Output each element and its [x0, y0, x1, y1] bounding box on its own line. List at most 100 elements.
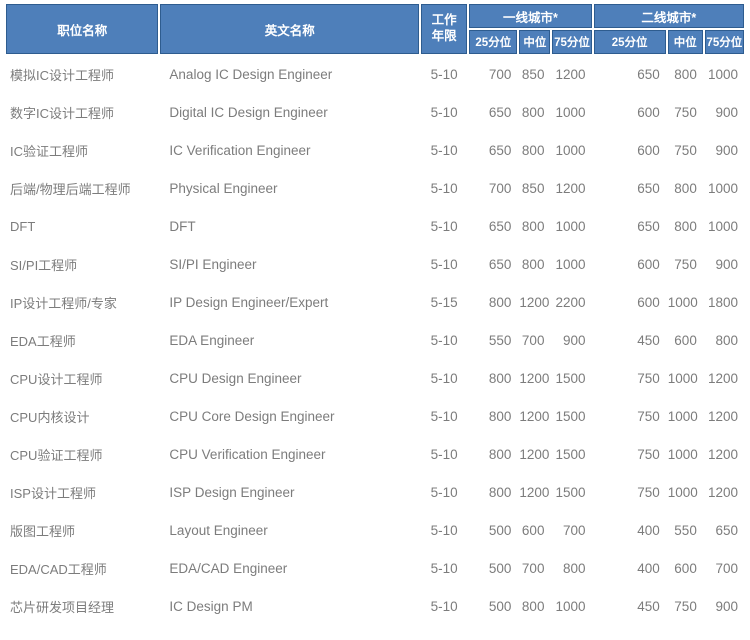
cell-work-years: 5-10 [430, 332, 458, 348]
table-row: EDA工程师 EDA Engineer 5-10 550 700 900 450… [6, 322, 744, 358]
cell-tier1-p25: 500 [488, 522, 512, 538]
table-body: 模拟IC设计工程师 Analog IC Design Engineer 5-10… [6, 56, 744, 624]
cell-tier1-p25: 500 [488, 560, 512, 576]
cell-tier2-p75: 1200 [707, 446, 738, 462]
cell-tier2-median: 600 [674, 332, 697, 348]
cell-tier1-p25: 800 [488, 408, 512, 424]
cell-position-name: EDA/CAD工程师 [10, 561, 107, 577]
cell-english-name: IP Design Engineer/Expert [169, 294, 329, 310]
cell-position-name: ISP设计工程师 [10, 485, 96, 501]
cell-english-name: CPU Verification Engineer [169, 446, 326, 462]
cell-tier1-p75: 700 [563, 522, 586, 538]
cell-work-years: 5-10 [430, 598, 458, 614]
cell-tier2-p25: 450 [637, 598, 660, 614]
cell-work-years: 5-10 [430, 104, 458, 120]
cell-position-name: 模拟IC设计工程师 [10, 67, 115, 83]
cell-english-name: IC Verification Engineer [169, 142, 311, 158]
header-tier1-p75: 75分位 [552, 30, 592, 54]
cell-tier2-p75: 650 [715, 522, 738, 538]
cell-tier2-median: 1000 [667, 484, 698, 500]
cell-work-years: 5-10 [430, 560, 458, 576]
cell-tier2-p25: 650 [637, 180, 660, 196]
cell-tier1-median: 800 [521, 218, 545, 234]
header-tier2-median: 中位 [667, 30, 703, 54]
cell-position-name: EDA工程师 [10, 333, 76, 349]
cell-tier1-p25: 800 [488, 484, 512, 500]
cell-tier1-p25: 650 [488, 218, 512, 234]
table-row: 芯片研发项目经理 IC Design PM 5-10 500 800 1000 … [6, 588, 744, 624]
cell-work-years: 5-10 [430, 484, 458, 500]
cell-position-name: CPU设计工程师 [10, 371, 103, 387]
cell-position-name: IP设计工程师/专家 [10, 295, 117, 311]
cell-tier1-p75: 1500 [555, 446, 586, 462]
cell-english-name: CPU Design Engineer [169, 370, 302, 386]
table-row: 数字IC设计工程师 Digital IC Design Engineer 5-1… [6, 94, 744, 130]
cell-tier1-median: 1200 [519, 294, 550, 310]
cell-english-name: SI/PI Engineer [169, 256, 257, 272]
cell-tier1-p75: 1000 [555, 256, 586, 272]
header-tier2-p25: 25分位 [593, 30, 666, 54]
cell-tier2-median: 750 [674, 256, 697, 272]
cell-tier1-p25: 800 [488, 446, 512, 462]
salary-table: 职位名称 英文名称 工作 年限 一线城市* 二线城市* 25分位 中位 75分位… [4, 2, 746, 626]
cell-position-name: SI/PI工程师 [10, 257, 78, 273]
cell-tier2-p25: 750 [637, 408, 660, 424]
cell-work-years: 5-10 [430, 66, 458, 82]
cell-position-name: 后端/物理后端工程师 [10, 181, 131, 197]
cell-tier1-p25: 800 [488, 370, 512, 386]
table-row: 版图工程师 Layout Engineer 5-10 500 600 700 4… [6, 512, 744, 548]
table-row: IC验证工程师 IC Verification Engineer 5-10 65… [6, 132, 744, 168]
cell-tier1-median: 800 [521, 598, 545, 614]
cell-work-years: 5-15 [430, 294, 458, 310]
header-english-name: 英文名称 [160, 4, 420, 54]
cell-tier2-p25: 600 [637, 294, 660, 310]
cell-tier1-p75: 1000 [555, 142, 586, 158]
cell-tier1-p25: 650 [488, 256, 512, 272]
cell-tier1-median: 850 [521, 180, 545, 196]
cell-work-years: 5-10 [430, 142, 458, 158]
cell-english-name: Layout Engineer [169, 522, 268, 538]
table-row: DFT DFT 5-10 650 800 1000 650 800 1000 [6, 208, 744, 244]
cell-work-years: 5-10 [430, 218, 458, 234]
cell-tier1-median: 1200 [519, 408, 550, 424]
cell-tier1-median: 800 [521, 104, 545, 120]
header-position-name: 职位名称 [6, 4, 159, 54]
cell-tier2-p75: 700 [715, 560, 738, 576]
cell-tier2-p25: 400 [637, 560, 660, 576]
cell-english-name: ISP Design Engineer [169, 484, 295, 500]
cell-position-name: 芯片研发项目经理 [10, 599, 115, 615]
header-tier1-cities: 一线城市* [469, 4, 592, 28]
header-tier1-median: 中位 [519, 30, 551, 54]
cell-tier2-p25: 650 [637, 66, 660, 82]
cell-tier1-median: 1200 [519, 446, 550, 462]
cell-tier2-p75: 900 [715, 598, 738, 614]
cell-tier2-p25: 400 [637, 522, 660, 538]
cell-tier2-p75: 800 [715, 332, 738, 348]
cell-tier2-p25: 650 [637, 218, 660, 234]
cell-english-name: Digital IC Design Engineer [169, 104, 328, 120]
cell-tier2-median: 1000 [667, 408, 698, 424]
cell-tier1-median: 800 [521, 256, 545, 272]
cell-english-name: CPU Core Design Engineer [169, 408, 335, 424]
cell-tier2-median: 1000 [667, 370, 698, 386]
cell-tier1-p25: 650 [488, 142, 512, 158]
cell-tier1-median: 700 [521, 560, 545, 576]
header-tier2-cities: 二线城市* [593, 4, 744, 28]
cell-tier1-median: 700 [521, 332, 545, 348]
cell-tier2-median: 550 [674, 522, 697, 538]
cell-position-name: CPU验证工程师 [10, 447, 103, 463]
cell-tier2-median: 1000 [667, 446, 698, 462]
cell-tier2-median: 800 [674, 180, 697, 196]
cell-english-name: EDA Engineer [169, 332, 255, 348]
header-work-years: 工作 年限 [421, 4, 468, 54]
cell-english-name: Physical Engineer [169, 180, 278, 196]
cell-tier2-p25: 750 [637, 446, 660, 462]
cell-tier1-median: 600 [521, 522, 545, 538]
cell-work-years: 5-10 [430, 522, 458, 538]
header-tier1-p25: 25分位 [469, 30, 518, 54]
table-row: 后端/物理后端工程师 Physical Engineer 5-10 700 85… [6, 170, 744, 206]
cell-work-years: 5-10 [430, 180, 458, 196]
table-row: CPU内核设计 CPU Core Design Engineer 5-10 80… [6, 398, 744, 434]
cell-tier2-p25: 750 [637, 484, 660, 500]
cell-work-years: 5-10 [430, 408, 458, 424]
